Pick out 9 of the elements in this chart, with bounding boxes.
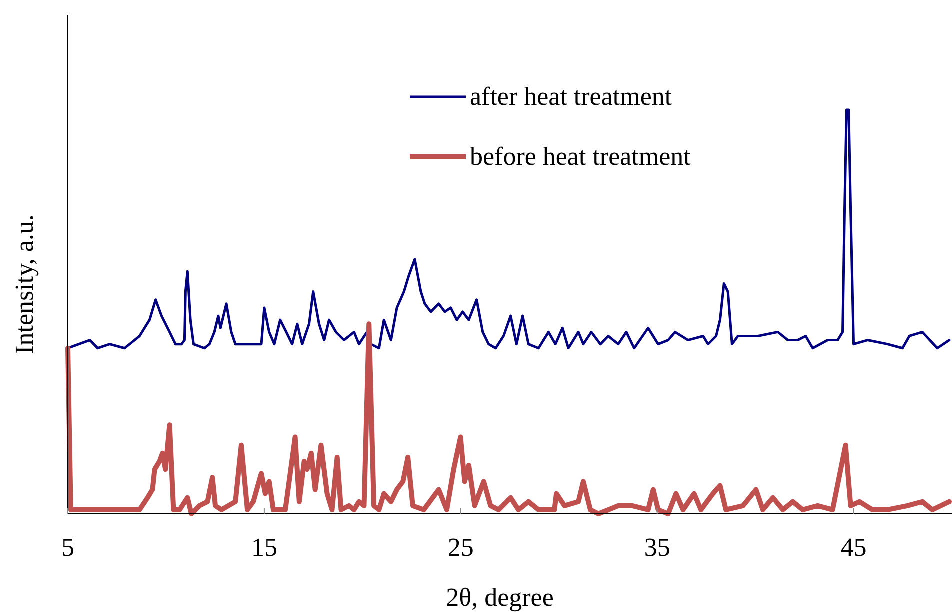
x-tick-label: 25 bbox=[448, 533, 474, 562]
x-axis-title: 2θ, degree bbox=[446, 583, 554, 612]
y-axis-title: Intensity, a.u. bbox=[10, 214, 39, 354]
x-tick-label: 35 bbox=[644, 533, 670, 562]
x-tick-label: 5 bbox=[62, 533, 74, 562]
legend-label: after heat treatment bbox=[470, 82, 673, 111]
x-tick-label: 15 bbox=[251, 533, 278, 562]
x-tick-label: 45 bbox=[840, 533, 867, 562]
legend-label: before heat treatment bbox=[470, 142, 692, 171]
